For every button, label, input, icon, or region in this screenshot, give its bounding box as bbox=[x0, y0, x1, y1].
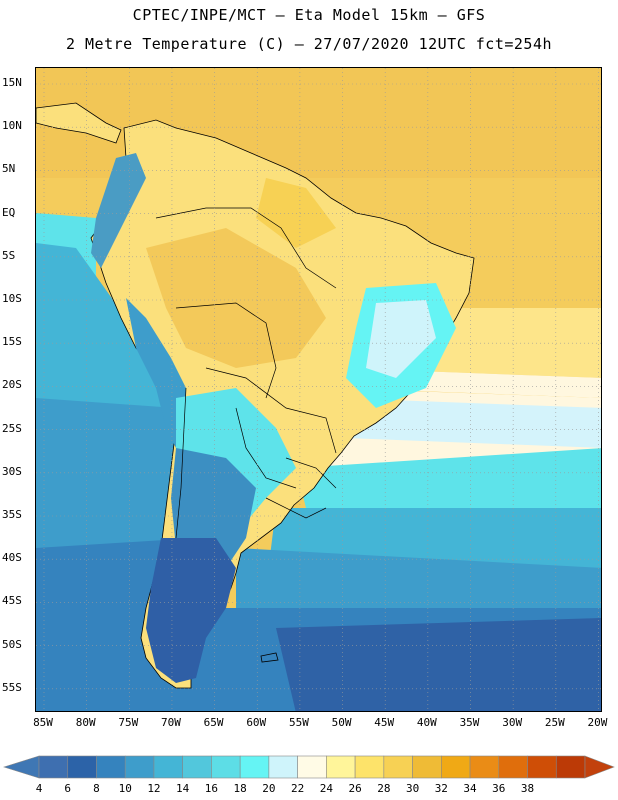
longitude-label: 55W bbox=[288, 716, 309, 729]
longitude-label: 30W bbox=[502, 716, 523, 729]
atlantic-pale bbox=[336, 398, 601, 448]
south-atlantic-cold bbox=[276, 618, 601, 711]
legend-value-label: 14 bbox=[176, 782, 190, 795]
longitude-label: 85W bbox=[33, 716, 53, 729]
longitude-label: 40W bbox=[416, 716, 437, 729]
latitude-label: 10S bbox=[2, 292, 22, 305]
legend-color-cell bbox=[182, 755, 212, 779]
legend-color-cell bbox=[297, 755, 327, 779]
central-america-land bbox=[36, 102, 122, 144]
legend-value-label: 8 bbox=[93, 782, 100, 795]
longitude-label: 80W bbox=[75, 716, 96, 729]
legend-color-cell bbox=[326, 755, 356, 779]
map-title: CPTEC/INPE/MCT – Eta Model 15km – GFS bbox=[132, 6, 486, 24]
legend-color-cell bbox=[441, 755, 471, 779]
latitude-label: 30S bbox=[2, 464, 22, 478]
legend-value-label: 18 bbox=[233, 782, 247, 795]
legend-value-label: 32 bbox=[434, 782, 448, 795]
latitude-label: 45S bbox=[2, 594, 22, 608]
legend-value-label: 24 bbox=[319, 782, 333, 795]
legend-color-cell bbox=[555, 755, 586, 779]
legend-color-cell bbox=[67, 755, 97, 779]
legend-value-label: 12 bbox=[147, 782, 161, 795]
longitude-label: 25W bbox=[544, 716, 565, 729]
legend-color-cell bbox=[38, 755, 69, 779]
patagonia-cold bbox=[146, 538, 236, 683]
legend-value-label: 16 bbox=[204, 782, 219, 795]
legend-color-cell bbox=[211, 755, 241, 779]
legend-value-label: 26 bbox=[348, 782, 362, 795]
legend-color-cell bbox=[412, 755, 442, 779]
latitude-label: 15N bbox=[2, 76, 22, 89]
andes-north bbox=[91, 153, 146, 268]
legend-color-cell bbox=[239, 755, 270, 779]
legend-color-cell bbox=[268, 755, 298, 779]
legend-value-label: 38 bbox=[520, 782, 535, 795]
color-legend bbox=[2, 755, 615, 779]
legend-color-cell bbox=[96, 755, 126, 779]
legend-color-cell bbox=[124, 755, 155, 779]
longitude-label: 50W bbox=[331, 716, 352, 729]
longitude-label: 60W bbox=[246, 716, 267, 729]
legend-value-label: 22 bbox=[291, 782, 305, 795]
legend-value-label: 4 bbox=[35, 782, 43, 795]
legend-right-arrow bbox=[584, 755, 615, 779]
latitude-label: 55S bbox=[2, 680, 22, 694]
graticule bbox=[36, 68, 601, 711]
legend-color-cell bbox=[469, 755, 500, 779]
longitude-label: 20W bbox=[587, 716, 608, 729]
interior-hot bbox=[146, 228, 326, 368]
longitude-label: 65W bbox=[203, 716, 224, 729]
longitude-label: 45W bbox=[374, 716, 395, 729]
andes-central bbox=[126, 298, 186, 448]
latitude-label: 35S bbox=[2, 508, 22, 521]
latitude-label: 5N bbox=[2, 162, 16, 176]
legend-value-label: 20 bbox=[262, 782, 276, 795]
latitude-label: EQ bbox=[2, 205, 16, 219]
legend-value-label: 10 bbox=[118, 782, 132, 795]
legend-color-cell bbox=[498, 755, 528, 779]
temperature-map bbox=[35, 67, 602, 712]
longitude-label: 75W bbox=[118, 716, 139, 729]
legend-value-label: 30 bbox=[405, 782, 420, 795]
legend-value-label: 6 bbox=[64, 782, 72, 795]
legend-color-cell bbox=[527, 755, 557, 779]
latitude-label: 50S bbox=[2, 637, 22, 651]
latitude-label: 15S bbox=[2, 335, 22, 349]
brazil-east-pale bbox=[366, 300, 436, 378]
latitude-label: 40S bbox=[2, 551, 22, 565]
longitude-label: 35W bbox=[459, 716, 480, 729]
latitude-label: 5S bbox=[2, 248, 16, 262]
falkland-islands bbox=[260, 652, 279, 663]
country-borders bbox=[155, 207, 337, 539]
latitude-label: 20S bbox=[2, 378, 22, 392]
longitude-label: 70W bbox=[161, 716, 181, 729]
map-subtitle: 2 Metre Temperature (C) – 27/07/2020 12U… bbox=[65, 35, 553, 53]
map-canvas bbox=[36, 68, 601, 711]
legend-color-cell bbox=[383, 755, 413, 779]
legend-value-label: 28 bbox=[377, 782, 391, 795]
legend-value-label: 34 bbox=[463, 782, 477, 795]
legend-left-arrow bbox=[2, 755, 40, 779]
north-hot bbox=[256, 178, 336, 248]
legend-color-cell bbox=[153, 755, 183, 779]
latitude-label: 10N bbox=[2, 119, 22, 133]
atlantic-mild bbox=[296, 448, 601, 518]
legend-value-label: 36 bbox=[492, 782, 506, 795]
latitude-label: 25S bbox=[2, 421, 22, 435]
legend-color-cell bbox=[354, 755, 385, 779]
